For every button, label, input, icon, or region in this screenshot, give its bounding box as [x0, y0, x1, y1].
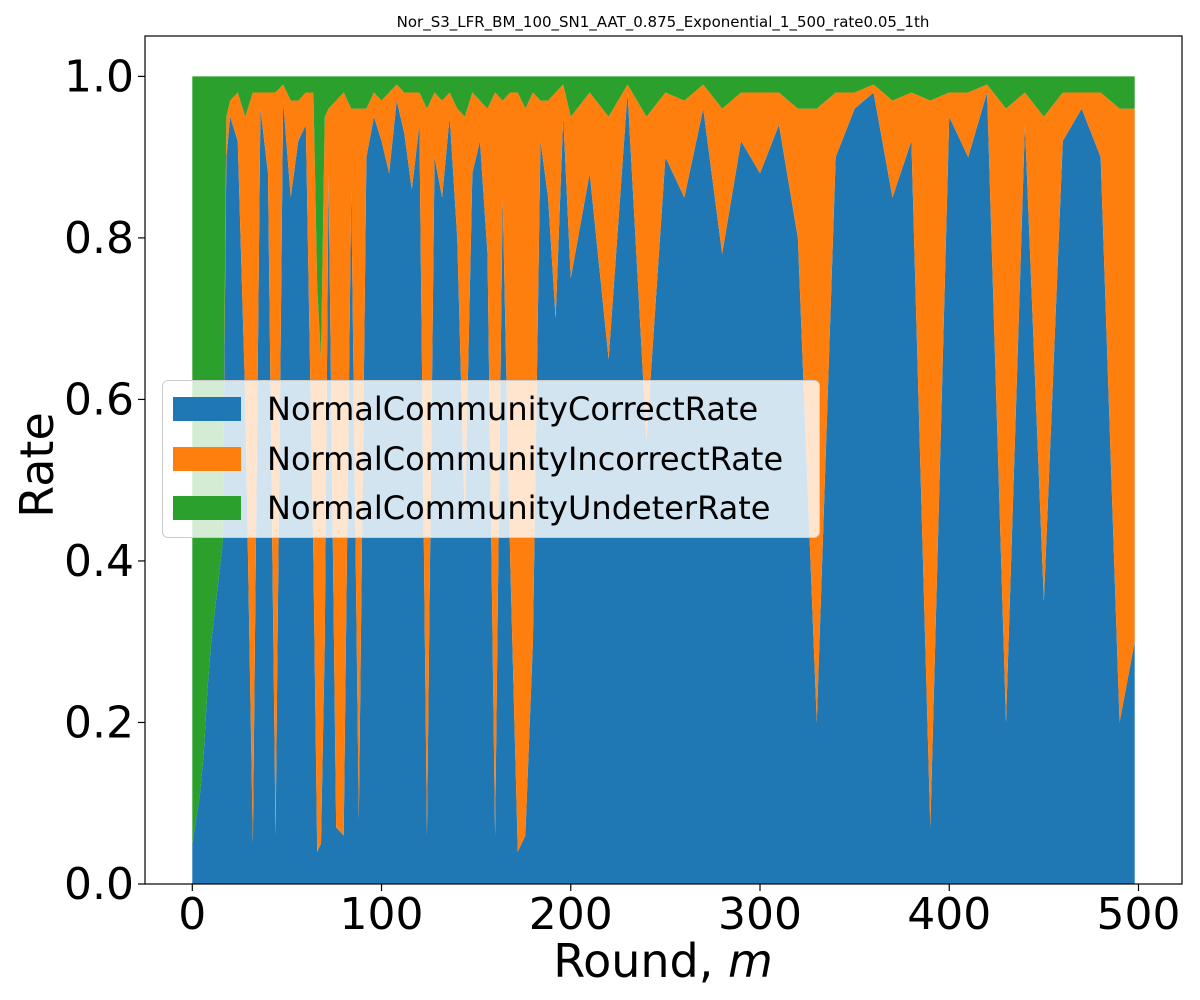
y-axis-ticks: 0.0 0.2 0.4 0.6 0.8 1.0 [64, 51, 145, 910]
chart-title: Nor_S3_LFR_BM_100_SN1_AAT_0.875_Exponent… [397, 13, 930, 32]
legend-item-incorrect: NormalCommunityIncorrectRate [173, 439, 783, 479]
area-series-1 [192, 84, 1135, 852]
x-axis-label-text: Round, [553, 934, 728, 988]
x-tick-label: 300 [718, 889, 802, 940]
legend-item-undeter: NormalCommunityUndeterRate [173, 488, 770, 528]
legend-swatch-undeter [173, 496, 241, 520]
x-tick-label: 0 [178, 889, 206, 940]
x-axis-ticks: 0 100 200 300 400 500 [178, 884, 1180, 940]
legend-item-correct: NormalCommunityCorrectRate [173, 389, 758, 429]
plot-frame [144, 35, 1183, 885]
legend: NormalCommunityCorrectRate NormalCommuni… [162, 380, 820, 538]
y-tick-label: 1.0 [64, 51, 134, 102]
x-tick-label: 100 [340, 889, 424, 940]
x-tick-label: 200 [529, 889, 613, 940]
x-tick-label: 500 [1096, 889, 1180, 940]
y-tick-label: 0.6 [64, 374, 134, 425]
y-axis-label: Rate [10, 412, 64, 517]
y-tick-label: 0.2 [64, 697, 134, 748]
y-tick-label: 0.8 [64, 213, 134, 264]
legend-swatch-incorrect [173, 447, 241, 471]
legend-label-correct: NormalCommunityCorrectRate [267, 390, 759, 428]
x-tick-label: 400 [907, 889, 991, 940]
x-axis-label-italic: m [728, 934, 773, 988]
x-axis-label: Round, m [553, 934, 773, 988]
legend-label-incorrect: NormalCommunityIncorrectRate [267, 440, 784, 478]
y-tick-label: 0.0 [64, 859, 134, 910]
legend-label-undeter: NormalCommunityUndeterRate [267, 489, 771, 527]
y-tick-label: 0.4 [64, 536, 134, 587]
legend-swatch-correct [173, 397, 241, 421]
